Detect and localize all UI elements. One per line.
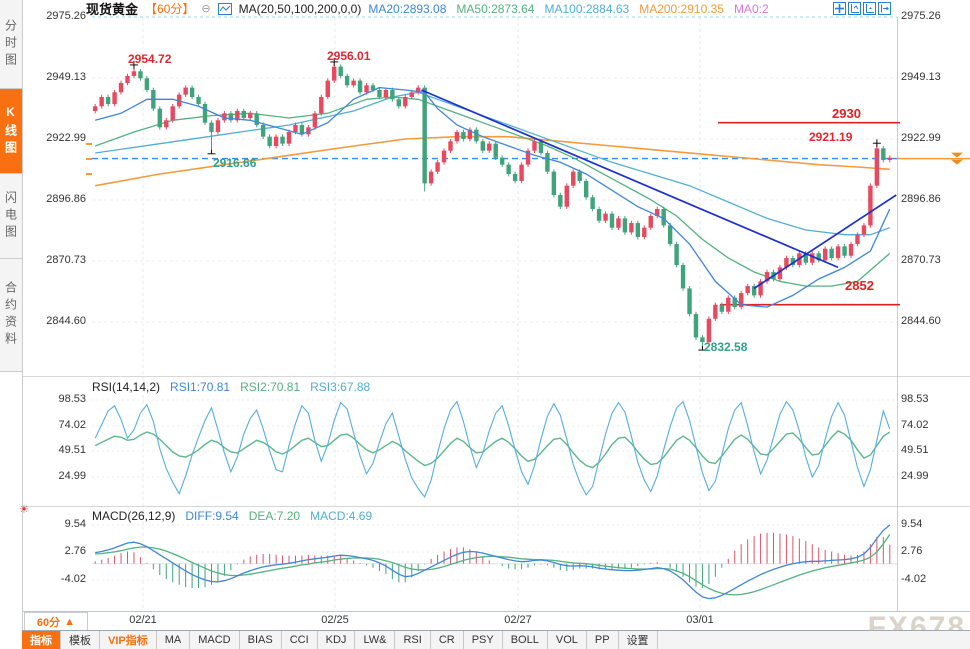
rsi-value: RSI1:70.81	[170, 380, 231, 394]
symbol-name: 现货黄金	[86, 2, 139, 17]
y-axis-label-left: 74.02	[58, 419, 86, 431]
rsi-value: RSI3:67.88	[310, 380, 371, 394]
chart-tools	[833, 2, 891, 15]
macd-header: MACD(26,12,9) DIFF:9.54 DEA:7.20 MACD:4.69	[92, 509, 372, 523]
y-axis-label-left: 2844.60	[46, 315, 86, 327]
ma-value: MA50:2873.64	[456, 1, 535, 16]
y-axis-label-left: 2896.86	[46, 193, 86, 205]
tab-CR[interactable]: CR	[431, 631, 464, 649]
ma-value: MA100:2884.63	[544, 1, 630, 16]
price-annotation: 2956.01	[327, 49, 371, 63]
tab-PP[interactable]: PP	[587, 631, 619, 649]
y-axis-label-left: 98.53	[58, 393, 86, 405]
y-axis-label-left: 2975.26	[46, 10, 86, 22]
macd-value: DEA:7.20	[248, 509, 301, 523]
rsi-title[interactable]: RSI(14,14,2)	[92, 380, 161, 394]
sidebar-item-label: 分时图	[3, 18, 18, 70]
sidebar-item-label: 合约资料	[3, 281, 18, 349]
macd-values: DIFF:9.54 DEA:7.20 MACD:4.69	[185, 509, 372, 523]
sidebar-item-time-chart[interactable]: 分时图	[0, 0, 22, 89]
y-axis-label-right: 2844.60	[901, 315, 941, 327]
timeframe-value: 60分	[36, 616, 61, 629]
y-axis-label-right: 2896.86	[901, 193, 941, 205]
date-label: 03/01	[686, 614, 714, 626]
y-axis-label-right: 2922.99	[901, 132, 941, 144]
y-axis-label-right: 98.53	[901, 393, 929, 405]
price-annotation: 2921.19	[809, 130, 853, 144]
y-axis-label-right: 49.51	[901, 444, 929, 456]
up-triangle-icon: ▲	[64, 615, 76, 628]
ma-value: MA200:2910.35	[639, 1, 724, 16]
tab-KDJ[interactable]: KDJ	[318, 631, 356, 649]
y-axis-label-left: 2949.13	[46, 71, 86, 83]
collapse-icon[interactable]: ⊖	[201, 3, 211, 15]
tab-RSI[interactable]: RSI	[395, 631, 431, 649]
y-axis-label-right: 2975.26	[901, 10, 941, 22]
y-axis-scale-icon[interactable]	[848, 2, 861, 15]
tab-MA[interactable]: MA	[157, 631, 191, 649]
y-axis-label-right: 9.54	[901, 518, 923, 530]
sidebar-item-label: 闪电图	[3, 190, 18, 242]
price-annotation: 2954.72	[128, 52, 172, 66]
tab-LW&[interactable]: LW&	[355, 631, 396, 649]
price-annotation: 2832.58	[704, 340, 748, 354]
ma-values: MA20:2893.08 MA50:2873.64 MA100:2884.63 MA2…	[368, 2, 768, 16]
rsi-value: RSI2:70.81	[240, 380, 301, 394]
y-axis-label-left: 2870.73	[46, 254, 86, 266]
y-axis-label-left: -4.02	[60, 573, 86, 585]
y-axis-label-right: 2870.73	[901, 254, 941, 266]
indicator-tabbar: 指标 模板 VIP指标 MA MACD BIAS CCI KDJ LW& RSI CR PSY BOLL…	[22, 630, 970, 649]
y-axis-label-right: 74.02	[901, 419, 929, 431]
timeframe-selector[interactable]: 60分 ▲	[24, 612, 88, 631]
macd-value: MACD:4.69	[310, 509, 373, 523]
y-axis-label-right: 24.99	[901, 470, 929, 482]
y-axis-label-left: 2.76	[64, 545, 86, 557]
price-annotation: 2916.66	[213, 156, 257, 170]
alert-sun-icon[interactable]: ☀	[19, 504, 29, 516]
sidebar: 分时图 K线图 闪电图 合约资料	[0, 0, 23, 649]
tab-CCI[interactable]: CCI	[282, 631, 318, 649]
rsi-header: RSI(14,14,2) RSI1:70.81 RSI2:70.81 RSI3:67…	[92, 380, 370, 394]
macd-value: DIFF:9.54	[185, 509, 239, 523]
tab-BIAS[interactable]: BIAS	[240, 631, 282, 649]
sidebar-item-contract-info[interactable]: 合约资料	[0, 259, 22, 372]
tab-指标[interactable]: 指标	[22, 631, 61, 649]
date-label: 02/25	[321, 614, 349, 626]
level-label: 2930	[832, 106, 861, 121]
y-axis-label-right: -4.02	[901, 573, 927, 585]
ma-value: MA20:2893.08	[368, 1, 447, 16]
tab-BOLL[interactable]: BOLL	[503, 631, 548, 649]
tab-PSY[interactable]: PSY	[464, 631, 503, 649]
sidebar-item-kline-chart[interactable]: K线图	[0, 89, 22, 174]
chart-header: 现货黄金 【60分】 ⊖ MA(20,50,100,200,0,0) MA20:…	[86, 0, 769, 18]
level-label: 2852	[845, 278, 874, 293]
crosshair-tool-icon[interactable]	[833, 2, 846, 15]
tab-VOL[interactable]: VOL	[548, 631, 587, 649]
sidebar-item-label: K线图	[3, 104, 18, 158]
y-axis-label-right: 2949.13	[901, 71, 941, 83]
ma-value: MA0:2	[733, 1, 769, 16]
ma-settings[interactable]: MA(20,50,100,200,0,0)	[238, 1, 362, 16]
tab-VIP指标[interactable]: VIP指标	[100, 631, 157, 649]
date-label: 02/27	[504, 614, 532, 626]
timeframe-label[interactable]: 【60分】	[145, 2, 195, 16]
y-axis-label-left: 2922.99	[46, 132, 86, 144]
y-axis-label-left: 24.99	[58, 470, 86, 482]
pan-right-icon[interactable]	[878, 2, 891, 15]
x-axis-scale-icon[interactable]	[863, 2, 876, 15]
y-axis-label-left: 9.54	[64, 518, 86, 530]
sidebar-item-lightning-chart[interactable]: 闪电图	[0, 174, 22, 259]
line-chart-icon	[217, 2, 232, 15]
y-axis-label-right: 2.76	[901, 545, 923, 557]
y-axis-label-left: 49.51	[58, 444, 86, 456]
tab-MACD[interactable]: MACD	[190, 631, 240, 649]
macd-title[interactable]: MACD(26,12,9)	[92, 509, 176, 523]
tab-设置[interactable]: 设置	[619, 631, 658, 649]
tab-模板[interactable]: 模板	[61, 631, 100, 649]
date-label: 02/21	[129, 614, 157, 626]
rsi-values: RSI1:70.81 RSI2:70.81 RSI3:67.88	[170, 380, 370, 394]
